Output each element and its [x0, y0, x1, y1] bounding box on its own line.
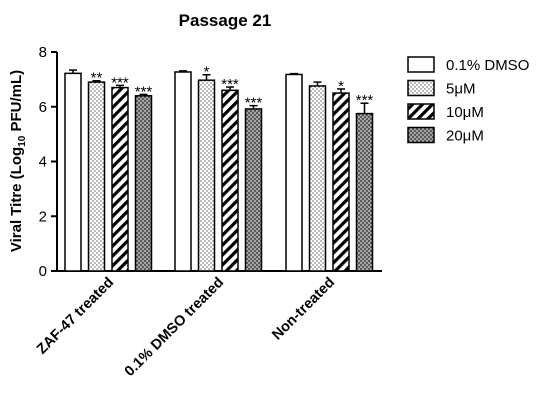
legend-label: 10μM	[446, 104, 484, 121]
y-axis-label-main: Viral Titre (Log	[8, 147, 25, 252]
y-axis-label-subscript: 10	[17, 135, 28, 147]
bar	[197, 79, 216, 272]
bar	[221, 89, 239, 272]
significance-label: ***	[221, 76, 239, 93]
y-tick-label: 0	[39, 263, 47, 280]
bar	[285, 73, 303, 272]
y-tick-label: 2	[39, 208, 47, 225]
bar	[174, 71, 192, 272]
y-tick-label: 6	[39, 99, 47, 116]
bar	[355, 112, 374, 272]
bar	[111, 86, 129, 272]
legend-swatch	[407, 103, 435, 120]
legend-swatch	[407, 79, 435, 97]
x-category-label: 0.1% DMSO treated	[122, 275, 227, 380]
legend-label: 0.1% DMSO	[446, 57, 529, 74]
significance-label: *	[204, 64, 210, 81]
bar	[308, 85, 327, 272]
y-tick-label: 4	[39, 154, 47, 171]
legend: 0.1% DMSO 5μM 10μM 20μM	[407, 56, 529, 145]
y-axis-label-end: PFU/mL)	[8, 70, 25, 136]
bar	[87, 81, 106, 272]
legend-swatch	[407, 56, 435, 73]
bar	[64, 72, 82, 272]
legend-label: 20μM	[446, 128, 484, 145]
significance-label: ***	[356, 92, 374, 109]
significance-label: **	[91, 70, 103, 87]
significance-label: *	[338, 78, 344, 95]
x-category-label: Non-treated	[269, 275, 338, 344]
y-tick-label: 8	[39, 44, 47, 61]
bar	[332, 92, 350, 272]
chart-title: Passage 21	[179, 11, 272, 30]
bar	[244, 108, 263, 272]
significance-label: ***	[135, 83, 153, 100]
legend-swatch	[407, 126, 435, 144]
y-axis-label: Viral Titre (Log10 PFU/mL)	[8, 70, 28, 252]
bar	[134, 95, 153, 272]
significance-label: ***	[111, 74, 129, 91]
x-category-label: ZAF-47 treated	[34, 275, 117, 358]
significance-label: ***	[245, 95, 263, 112]
legend-label: 5μM	[446, 81, 475, 98]
